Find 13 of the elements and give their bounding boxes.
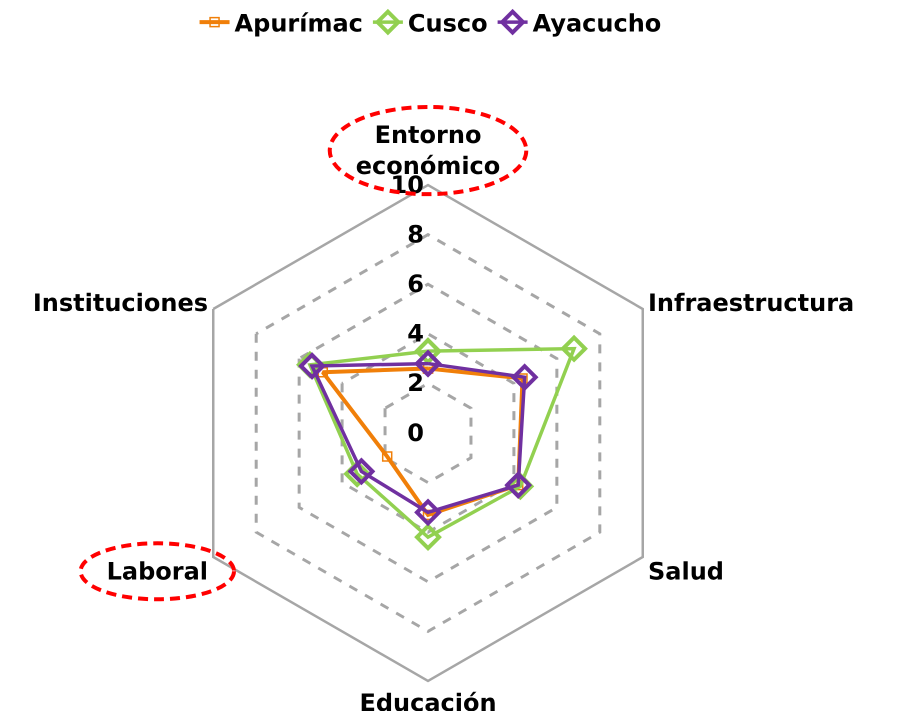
- spoke-label: Infraestructura: [648, 288, 854, 317]
- spoke-label: Salud: [648, 557, 724, 586]
- spoke-label: Laboral: [106, 557, 208, 586]
- y-tick-label: 0: [407, 418, 424, 447]
- legend-label: Cusco: [408, 9, 488, 38]
- spoke-label: Educación: [359, 689, 497, 711]
- legend-label: Apurímac: [234, 9, 363, 38]
- y-tick-label: 4: [407, 320, 424, 348]
- legend-label: Ayacucho: [532, 9, 662, 38]
- y-tick-label: 8: [407, 220, 424, 248]
- spoke-label: Instituciones: [32, 288, 208, 317]
- y-tick-label: 6: [407, 270, 424, 298]
- y-tick-label: 2: [407, 369, 424, 398]
